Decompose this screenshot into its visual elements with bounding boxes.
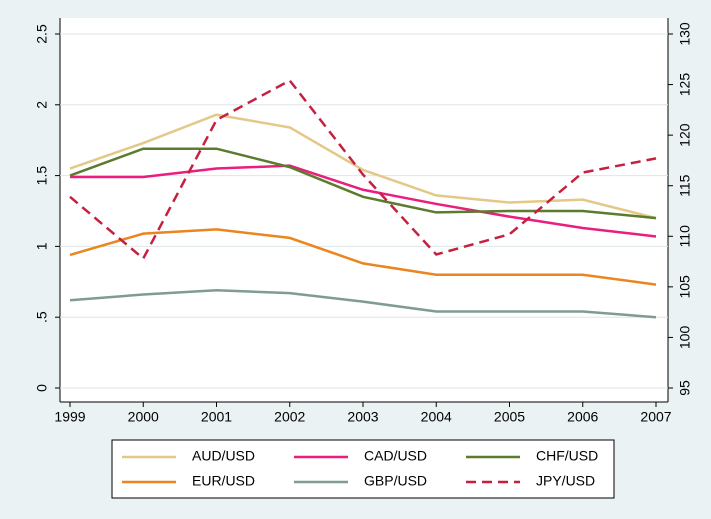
series-line (70, 164, 657, 238)
x-tick-label: 2007 (640, 409, 671, 425)
y2-tick-label: 110 (677, 225, 693, 248)
y2-tick-label: 105 (677, 275, 693, 299)
y-tick-label: 1.5 (34, 166, 50, 186)
y-tick-label: .5 (34, 311, 50, 323)
legend-label: CAD/USD (364, 448, 427, 464)
y-tick-label: 2.5 (34, 24, 50, 44)
series-line (69, 78, 657, 261)
y-tick-label: 0 (34, 384, 50, 392)
legend-label: AUD/USD (192, 448, 255, 464)
y2-tick-label: 130 (677, 22, 693, 46)
x-tick-label: 2004 (421, 409, 452, 425)
x-tick-label: 2001 (201, 409, 232, 425)
x-tick-label: 2005 (494, 409, 525, 425)
y2-tick-label: 115 (677, 174, 693, 197)
x-tick-label: 1999 (54, 409, 85, 425)
y-tick-label: 1 (34, 242, 50, 250)
legend-label: EUR/USD (192, 473, 255, 489)
x-tick-label: 2002 (274, 409, 305, 425)
legend-label: JPY/USD (536, 473, 595, 489)
x-tick-label: 2003 (347, 409, 378, 425)
series-line (69, 228, 657, 286)
series-line (69, 289, 657, 319)
y2-tick-label: 125 (677, 73, 693, 97)
legend-label: CHF/USD (536, 448, 598, 464)
x-tick-label: 2000 (128, 409, 159, 425)
x-tick-label: 2006 (567, 409, 598, 425)
series-line (69, 147, 657, 220)
series-line (69, 113, 657, 220)
legend-box (111, 439, 615, 499)
legend-label: GBP/USD (364, 473, 427, 489)
y2-tick-label: 120 (677, 123, 693, 147)
y2-tick-label: 95 (677, 380, 693, 396)
y2-tick-label: 100 (677, 326, 693, 350)
y-tick-label: 2 (34, 101, 50, 109)
